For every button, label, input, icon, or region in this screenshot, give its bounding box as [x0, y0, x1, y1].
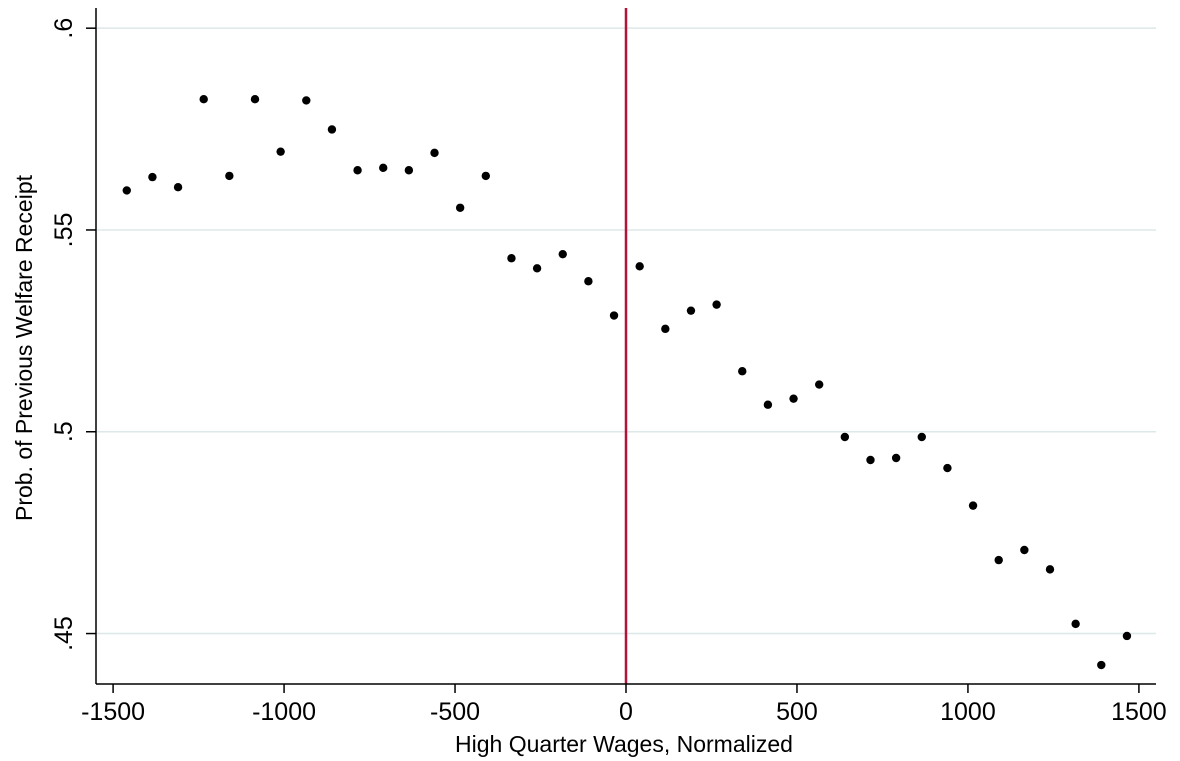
data-point [404, 166, 414, 175]
data-point [173, 182, 183, 192]
axes [86, 8, 1156, 693]
x-tick-label: 1000 [940, 698, 996, 726]
data-point [866, 455, 875, 465]
x-tick-label: 500 [776, 698, 818, 726]
y-tick-label: .55 [50, 213, 78, 248]
data-point [840, 432, 850, 442]
data-point [917, 432, 926, 442]
data-point [225, 171, 234, 181]
data-point [609, 311, 619, 320]
data-point [763, 400, 773, 409]
data-point [1122, 631, 1132, 641]
data-point [532, 264, 542, 273]
data-point [481, 171, 491, 181]
data-point [584, 277, 593, 286]
data-point [250, 95, 260, 104]
data-point [455, 203, 465, 212]
x-tick-label: -1000 [252, 698, 316, 726]
data-point [968, 501, 978, 510]
data-point [199, 95, 208, 104]
x-tick-label: -1500 [81, 698, 145, 726]
y-tick-label: .5 [50, 421, 78, 442]
data-point [789, 394, 798, 403]
data-point [1020, 545, 1029, 555]
data-points [122, 95, 1132, 670]
y-tick-label: .45 [50, 616, 78, 651]
data-point [712, 300, 721, 309]
data-point [148, 172, 157, 182]
data-point [302, 96, 311, 105]
data-point [327, 125, 337, 134]
data-point [276, 147, 285, 156]
data-point [686, 306, 696, 315]
data-point [1071, 619, 1080, 629]
x-tick-label: 1500 [1111, 698, 1167, 726]
x-axis-title: High Quarter Wages, Normalized [455, 731, 793, 757]
data-point [943, 463, 952, 473]
x-tick-label: 0 [619, 698, 633, 726]
tick-labels: .45 .5 .55 .6 -1500 -1000 -500 0 500 1000 1500 [50, 18, 1167, 726]
data-point [994, 555, 1003, 565]
data-point [430, 148, 439, 158]
data-point [379, 163, 388, 173]
data-point [1045, 565, 1055, 574]
data-point [814, 380, 824, 389]
y-tick-label: .6 [50, 18, 78, 39]
data-point [122, 186, 131, 195]
data-point [635, 262, 644, 271]
data-point [558, 249, 567, 259]
data-point [738, 367, 747, 376]
data-point [353, 166, 362, 175]
data-point [661, 324, 670, 334]
x-tick-label: -500 [430, 698, 480, 726]
data-point [891, 453, 901, 463]
data-point [507, 254, 516, 263]
data-point [1097, 660, 1106, 670]
y-axis-title: Prob. of Previous Welfare Receipt [11, 174, 37, 521]
